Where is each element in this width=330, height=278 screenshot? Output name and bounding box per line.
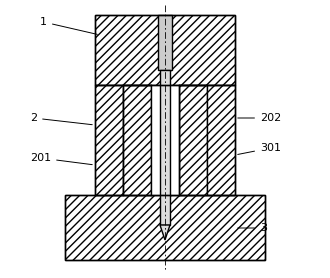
Text: 202: 202 [238,113,281,123]
Text: 1: 1 [40,17,97,34]
Bar [65,195,265,260]
Bar [95,85,235,195]
Bar [95,85,123,195]
Bar [65,195,265,260]
Bar [123,85,151,195]
Bar [160,70,170,225]
Bar [207,85,235,195]
Text: 3: 3 [238,223,267,233]
Text: 2: 2 [30,113,92,125]
Polygon shape [160,225,170,240]
Bar [179,85,207,195]
Bar [95,15,235,85]
Bar [95,15,235,85]
Bar [158,15,172,70]
Text: 201: 201 [30,153,92,165]
Text: 301: 301 [238,143,281,155]
Bar [151,85,179,195]
